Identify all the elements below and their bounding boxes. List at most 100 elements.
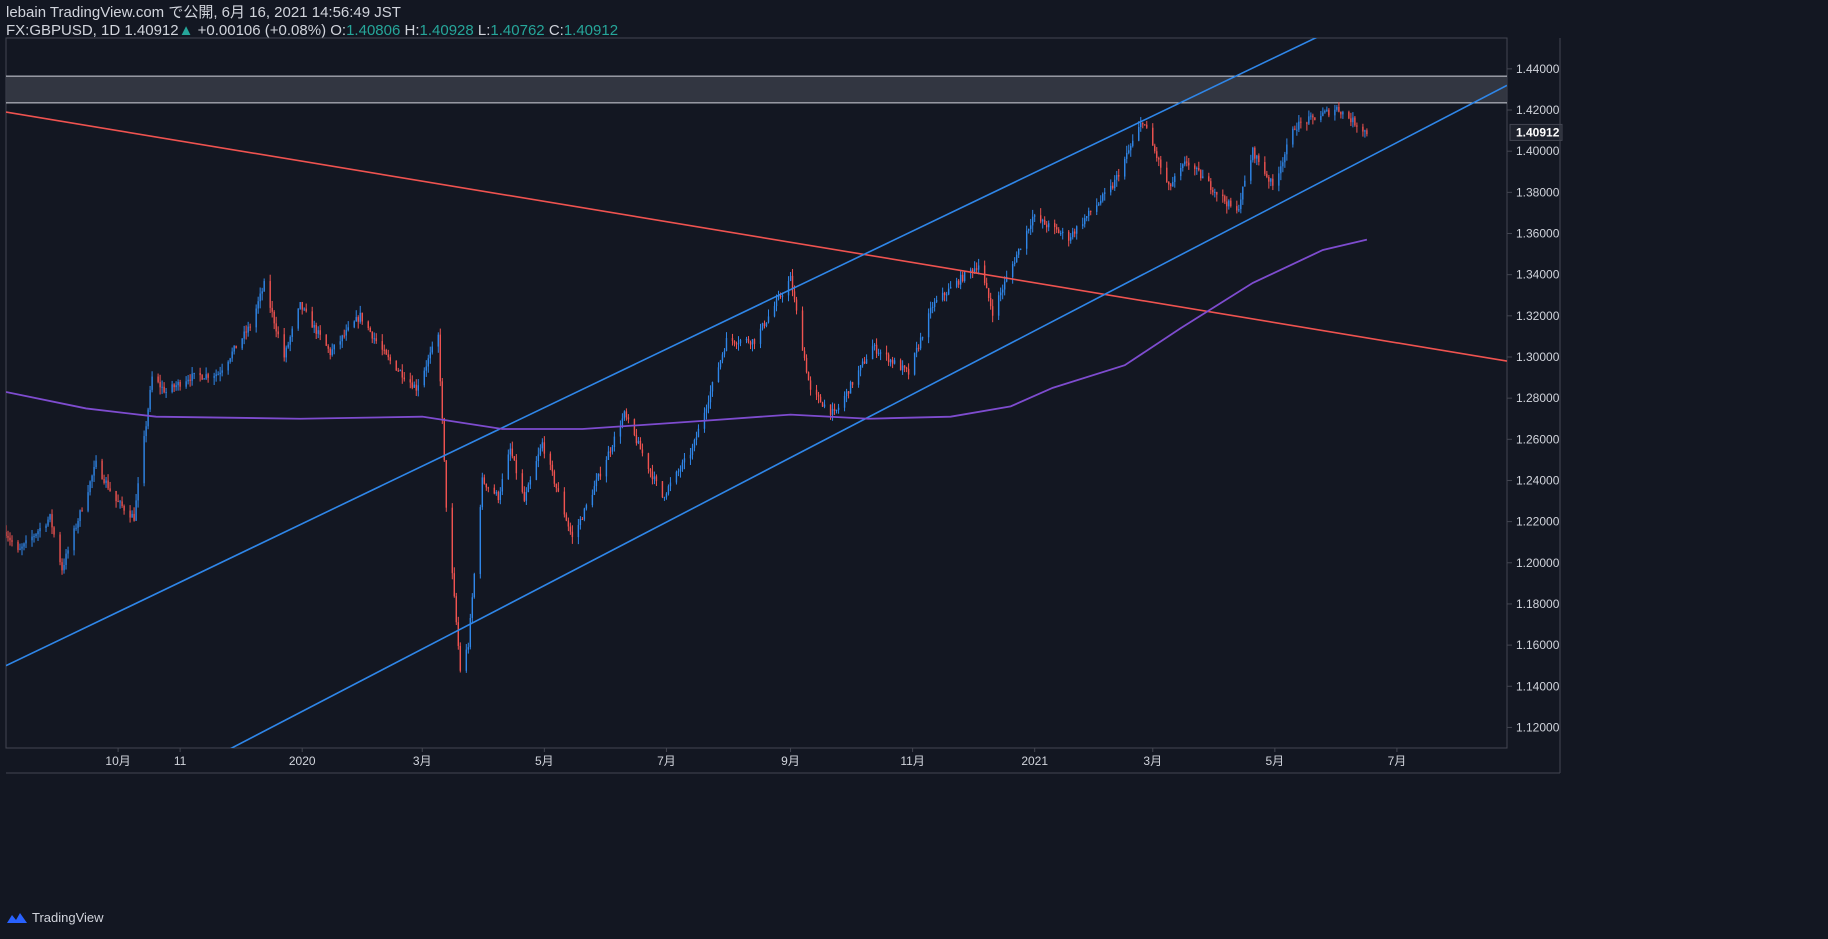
candle-body	[1001, 289, 1004, 293]
candle-body	[275, 323, 277, 332]
candle-body	[37, 531, 39, 535]
candle-body	[1210, 181, 1212, 190]
candle-body	[227, 361, 229, 371]
candle-body	[885, 352, 888, 355]
candle-body	[1328, 109, 1330, 116]
candle-body	[341, 335, 343, 342]
candle-body	[661, 481, 664, 498]
candle-body	[427, 358, 429, 367]
candle-body	[949, 286, 952, 289]
x-tick-label: 10月	[105, 754, 130, 768]
candle-body	[311, 311, 313, 328]
footer-branding[interactable]: TradingView	[6, 910, 104, 925]
candle-body	[815, 389, 818, 395]
candle-body	[397, 370, 399, 372]
candle-body	[1033, 215, 1036, 217]
candle-body	[579, 519, 582, 526]
candle-body	[1116, 175, 1118, 180]
downtrend-line[interactable]	[6, 111, 1507, 362]
candle-body	[1118, 175, 1120, 177]
candle-body	[1324, 110, 1326, 113]
candle-body	[1062, 231, 1064, 234]
candle-body	[495, 492, 498, 494]
candle-body	[935, 300, 938, 302]
candle-body	[499, 491, 502, 501]
candle-body	[1172, 181, 1174, 187]
candle-body	[235, 345, 237, 349]
candle-body	[21, 546, 23, 549]
candle-body	[1072, 231, 1074, 238]
candle-body	[907, 368, 910, 375]
price-change: +0.00106 (+0.08%)	[197, 22, 327, 39]
candle-body	[761, 323, 764, 329]
candle-body	[927, 313, 930, 338]
candle-body	[567, 520, 570, 527]
candle-body	[903, 365, 906, 368]
candle-body	[1228, 200, 1230, 207]
candle-body	[731, 338, 734, 341]
candle-body	[1084, 218, 1086, 225]
candle-body	[367, 321, 369, 329]
candle-body	[611, 447, 614, 452]
y-tick-label: 1.16000	[1516, 638, 1560, 652]
y-tick-label: 1.26000	[1516, 432, 1560, 446]
candle-body	[915, 347, 918, 353]
candle-body	[859, 365, 862, 371]
channel-lower-line[interactable]	[6, 84, 1507, 865]
candle-body	[67, 550, 69, 554]
candle-body	[65, 553, 67, 565]
candle-body	[665, 493, 668, 498]
candle-body	[207, 374, 209, 378]
candle-body	[689, 454, 692, 459]
y-tick-label: 1.36000	[1516, 227, 1560, 241]
candle-body	[1104, 192, 1106, 194]
candle-body	[1350, 118, 1352, 123]
candle-body	[1082, 224, 1084, 227]
candle-body	[1186, 161, 1188, 163]
resistance-zone[interactable]	[6, 76, 1507, 103]
candle-body	[845, 391, 848, 396]
candle-body	[89, 481, 91, 493]
candle-body	[1041, 219, 1044, 222]
candle-body	[343, 335, 345, 337]
candle-body	[1354, 117, 1356, 126]
candle-body	[35, 534, 37, 537]
candle-body	[999, 292, 1002, 296]
candle-body	[329, 348, 331, 355]
candle-body	[1098, 203, 1100, 206]
candle-body	[523, 491, 526, 501]
candle-body	[483, 477, 486, 484]
candle-body	[1310, 115, 1312, 117]
y-tick-label: 1.32000	[1516, 309, 1560, 323]
candle-body	[231, 351, 233, 359]
candle-body	[1011, 264, 1014, 277]
candle-body	[59, 534, 61, 563]
candle-body	[809, 380, 812, 390]
candle-body	[641, 449, 644, 454]
candle-body	[1226, 201, 1228, 207]
candle-body	[79, 510, 81, 521]
moving-average-line[interactable]	[6, 238, 1368, 430]
candle-body	[577, 525, 580, 538]
candle-body	[81, 510, 83, 512]
candle-body	[553, 471, 556, 484]
candle-body	[1196, 167, 1198, 169]
candle-body	[303, 308, 305, 310]
candle-body	[555, 483, 558, 489]
candle-body	[1208, 176, 1210, 182]
candle-body	[1053, 223, 1056, 228]
candle-body	[1224, 196, 1226, 202]
channel-upper-line[interactable]	[6, 28, 1337, 667]
candle-body	[1334, 109, 1336, 116]
candle-body	[287, 344, 289, 348]
candle-body	[1039, 215, 1042, 222]
candle-body	[595, 479, 598, 487]
candle-body	[165, 391, 167, 393]
candle-body	[745, 338, 748, 341]
candle-body	[507, 454, 510, 480]
y-tick-label: 1.24000	[1516, 473, 1560, 487]
candle-body	[793, 291, 796, 300]
candle-body	[145, 426, 147, 437]
candle-body	[817, 394, 820, 397]
